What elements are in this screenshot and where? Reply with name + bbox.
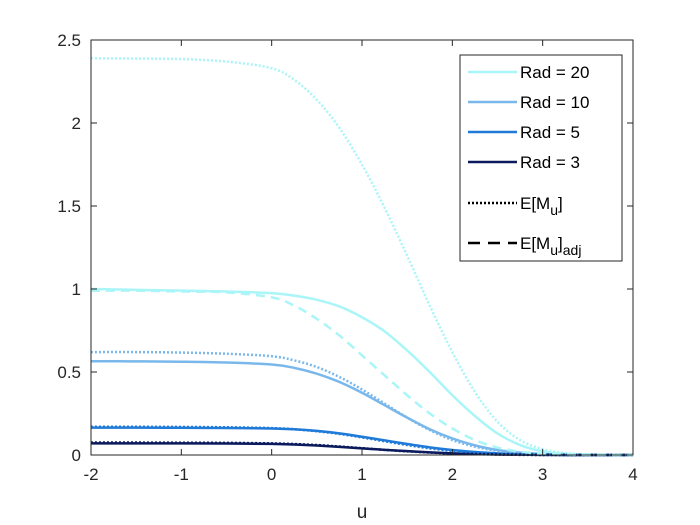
legend-label: Rad = 3 [520,153,580,172]
series-line-0 [90,287,634,457]
series-line-7 [90,441,633,457]
x-tick-label: 1 [357,465,366,484]
series-line-1 [90,359,634,457]
legend-label: Rad = 10 [520,93,589,112]
y-tick-label: 2 [72,114,81,133]
series-line-8 [90,289,634,457]
y-tick-label: 0 [72,446,81,465]
plot-lines [90,57,634,457]
x-axis-label: u [357,502,368,523]
y-tick-label: 2.5 [57,31,81,50]
series-line-5 [90,350,634,457]
axes: -2 -1 0 1 2 3 4 0 0.5 1 1.5 2 2.5 u [57,31,637,523]
series-line-6 [90,425,633,457]
y-tick-label: 1 [72,280,81,299]
y-tick-label: 0.5 [57,363,81,382]
legend: Rad = 20 Rad = 10 Rad = 5 Rad = 3 E[Mu] E[Mu]… [459,54,623,262]
legend-label: E[Mu] [520,194,563,218]
legend-label: Rad = 20 [520,63,589,82]
legend-label: Rad = 5 [520,123,580,142]
x-tick-label: 3 [538,465,547,484]
x-tick-label: 2 [448,465,457,484]
y-tick-label: 1.5 [57,197,81,216]
legend-label: E[Mu]adj [520,234,581,258]
x-tick-label: -2 [83,465,98,484]
x-tick-label: -1 [174,465,189,484]
x-tick-label: 4 [628,465,637,484]
x-tick-label: 0 [267,465,276,484]
legend-box [459,54,623,262]
